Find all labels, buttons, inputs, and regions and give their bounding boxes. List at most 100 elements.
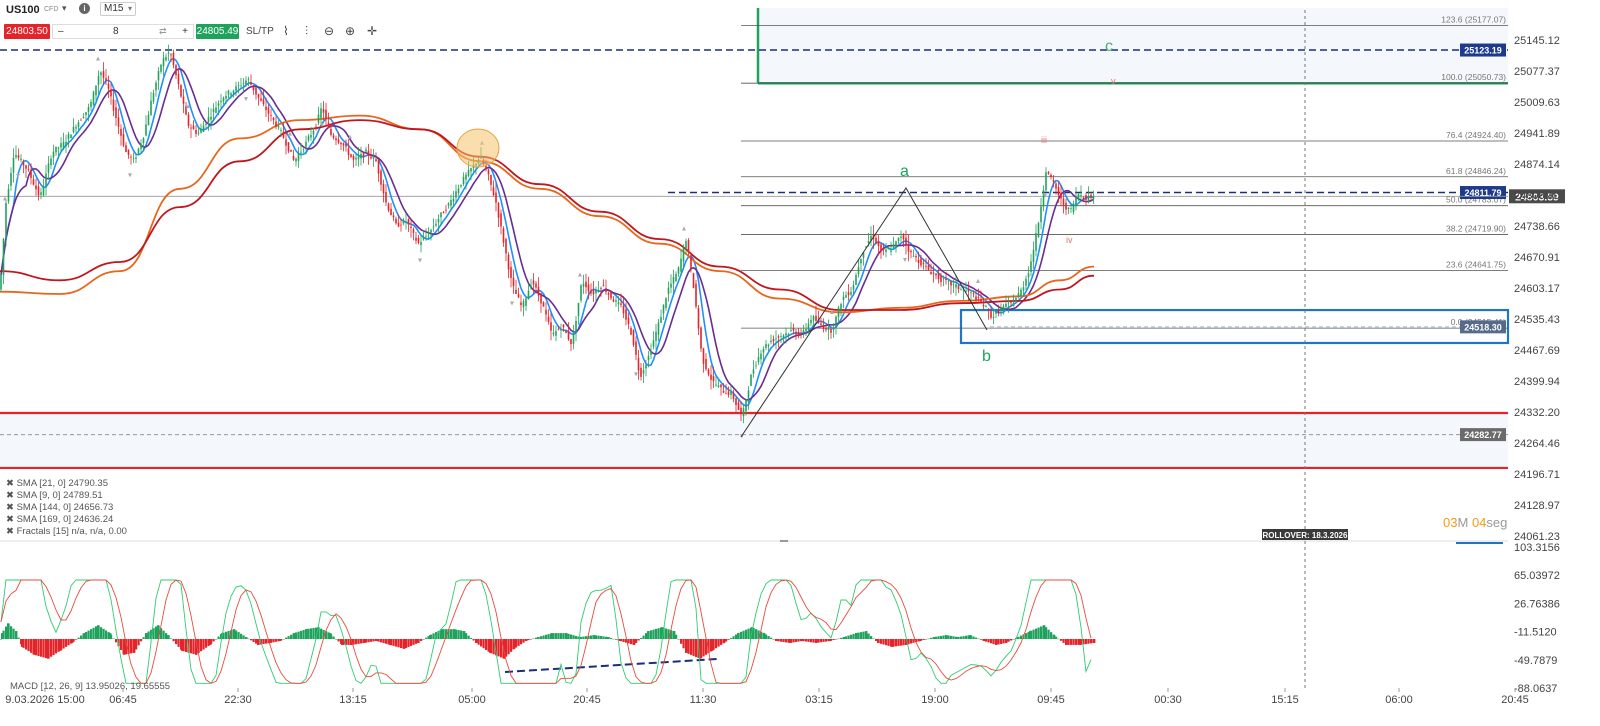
macd-bar xyxy=(432,633,435,640)
decrease-button[interactable]: – xyxy=(58,26,64,37)
candle-body xyxy=(395,218,397,224)
candle-body xyxy=(500,213,502,227)
quantity-value[interactable]: 8 xyxy=(113,26,119,37)
macd-bar xyxy=(295,632,298,640)
macd-bar xyxy=(105,630,108,640)
candle-body xyxy=(277,125,280,128)
candle-body xyxy=(962,289,965,291)
candle-body xyxy=(247,78,250,80)
candle-body xyxy=(560,329,562,331)
sltp-button[interactable]: SL/TP xyxy=(246,26,274,37)
candle-body xyxy=(77,122,80,128)
macd-bar xyxy=(525,639,528,641)
macd-bar xyxy=(690,639,693,655)
macd-bar xyxy=(892,639,895,647)
fractal-marker xyxy=(348,134,352,139)
candle-body xyxy=(307,136,310,141)
price-axis-tick: 25009.63 xyxy=(1514,97,1560,109)
symbol-dropdown-icon[interactable]: ▾ xyxy=(62,3,67,13)
symbol-name[interactable]: US100 xyxy=(6,4,40,16)
macd-bar xyxy=(142,637,145,640)
macd-bar xyxy=(220,634,223,640)
candle-body xyxy=(245,80,247,85)
macd-bar xyxy=(997,639,1000,645)
crosshair-icon[interactable]: ✛ xyxy=(367,24,378,38)
candle-body xyxy=(707,369,710,375)
candle-body xyxy=(530,285,532,288)
candle-body xyxy=(345,143,347,147)
candle-body xyxy=(315,126,317,128)
macd-bar xyxy=(400,639,403,649)
macd-bar xyxy=(165,633,168,640)
macd-bar xyxy=(865,631,868,640)
horizontal-levels: 25123.19 24811.79 24803.59 24518.30 24282.77 xyxy=(0,43,1565,442)
macd-bar xyxy=(915,639,918,643)
candle-body xyxy=(977,296,980,298)
fib-label: 123.6 (25177.07) xyxy=(1441,14,1506,24)
target-zone xyxy=(758,8,1508,84)
macd-bar xyxy=(5,626,8,640)
indicators-icon[interactable]: ⫶ xyxy=(305,24,309,38)
candle-body xyxy=(522,301,525,308)
candle-body xyxy=(715,384,717,386)
sell-button[interactable]: 24803.50 xyxy=(4,24,50,39)
candle-body xyxy=(375,159,377,162)
macd-bar xyxy=(845,636,848,640)
candle-body xyxy=(147,114,150,126)
macd-bar xyxy=(705,639,708,655)
candle-body xyxy=(917,259,920,263)
macd-bar xyxy=(272,639,275,643)
macd-bar xyxy=(615,639,618,640)
buy-button[interactable]: 24805.49 xyxy=(196,24,239,39)
candle-body xyxy=(1000,307,1002,310)
candle-body xyxy=(760,353,762,360)
candle-body xyxy=(115,107,117,118)
macd-axis-tick: 26.76386 xyxy=(1514,598,1560,610)
macd-bar xyxy=(1092,639,1095,644)
macd-bar xyxy=(415,639,418,644)
macd-bar xyxy=(15,631,18,640)
macd-bar xyxy=(395,639,398,647)
fractal-marker xyxy=(903,257,907,262)
fractal-marker xyxy=(128,173,132,178)
quantity-stepper[interactable]: – 8 ⇄ + xyxy=(52,24,194,39)
macd-bar xyxy=(17,637,20,640)
candle-body xyxy=(42,186,45,196)
candle-body xyxy=(812,316,815,321)
chart-type-icon[interactable]: ⌇ xyxy=(283,24,289,38)
increase-button[interactable]: + xyxy=(182,26,188,37)
swap-icon[interactable]: ⇄ xyxy=(159,26,167,36)
macd-bar xyxy=(367,639,370,643)
candle-body xyxy=(642,370,645,374)
candle-body xyxy=(625,309,627,320)
timeframe-select[interactable]: M15 ▾ xyxy=(100,2,136,16)
info-icon[interactable]: i xyxy=(79,3,90,14)
zoom-in-icon[interactable]: ⊕ xyxy=(345,24,356,38)
macd-bar xyxy=(512,639,515,650)
candle-body xyxy=(205,123,207,125)
time-axis-label: 06:00 xyxy=(1385,694,1413,706)
candle-body xyxy=(510,266,512,278)
fractal-marker xyxy=(320,123,324,128)
candle-body xyxy=(885,249,887,252)
macd-bar xyxy=(257,639,260,645)
candle-body xyxy=(495,192,497,203)
candle-body xyxy=(950,281,952,286)
candle-body xyxy=(607,293,610,295)
macd-bar xyxy=(945,635,948,640)
macd-bar xyxy=(490,639,493,654)
macd-bar xyxy=(145,633,148,640)
macd-bar xyxy=(757,630,760,640)
candle-body xyxy=(152,92,155,102)
macd-bar xyxy=(975,637,978,640)
macd-bar xyxy=(45,639,48,659)
macd-bar xyxy=(312,627,315,640)
macd-bar xyxy=(477,639,480,645)
candle-body xyxy=(595,290,597,294)
macd-signal-line xyxy=(0,579,1092,684)
candle-body xyxy=(990,311,992,318)
macd-bar xyxy=(955,636,958,640)
zoom-out-icon[interactable]: ⊖ xyxy=(324,24,335,38)
candle-body xyxy=(1020,289,1022,296)
